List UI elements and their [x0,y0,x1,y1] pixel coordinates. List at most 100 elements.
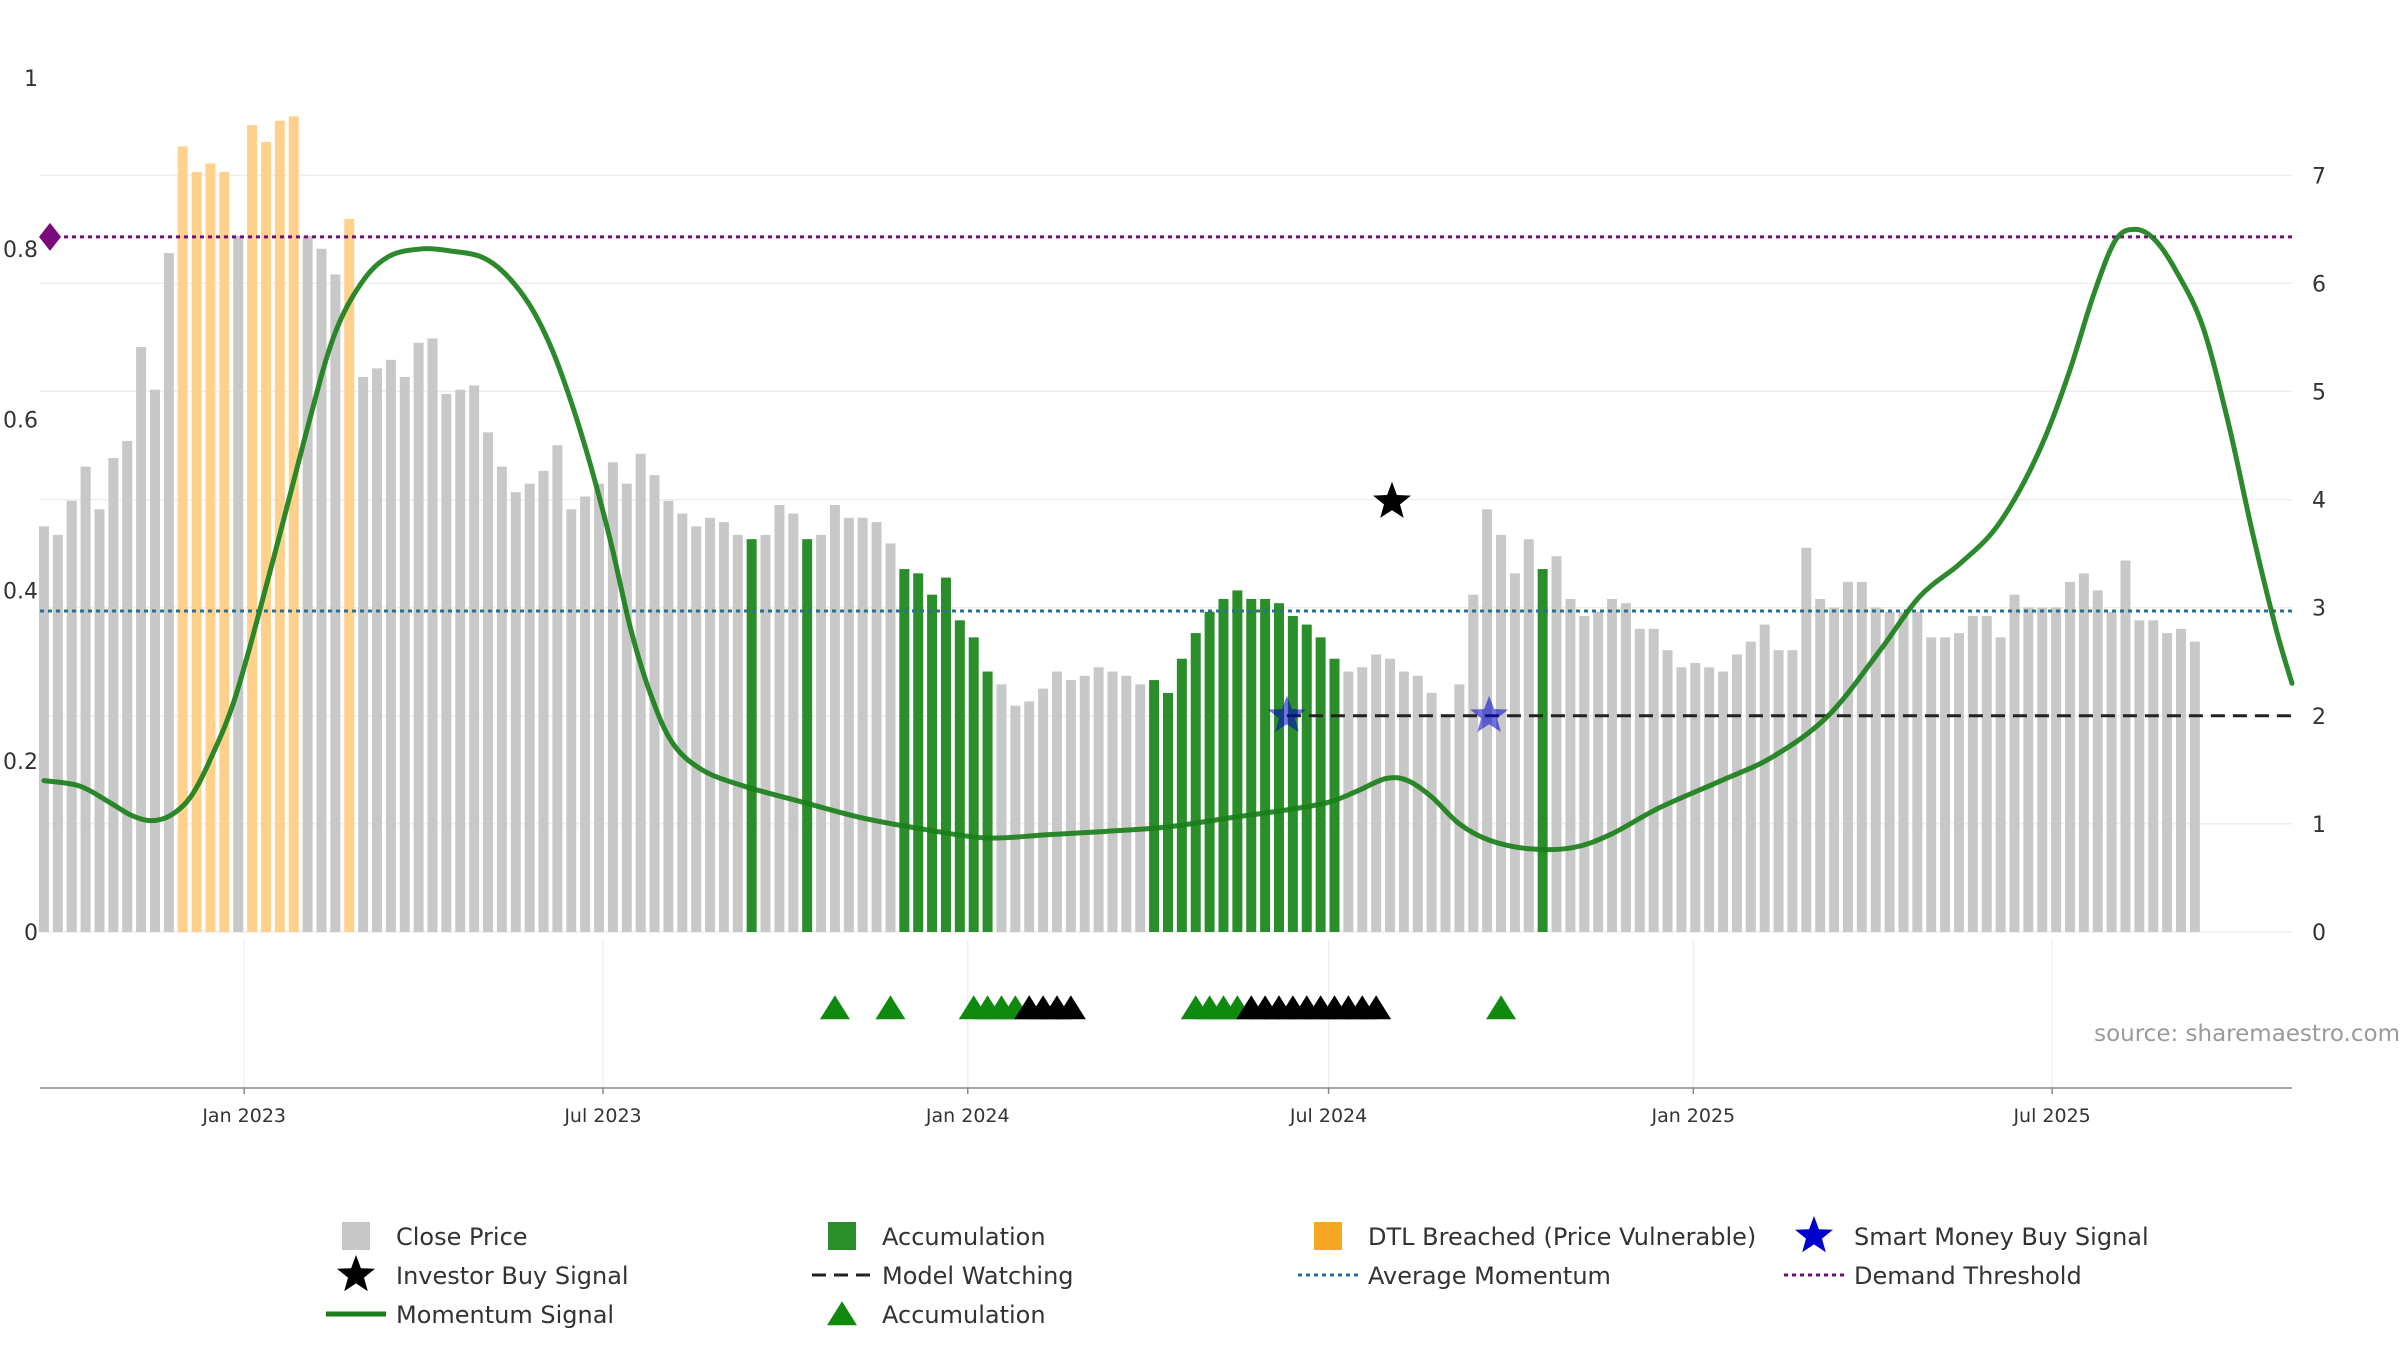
close-price-bar [621,483,632,932]
close-price-bar [455,389,466,933]
y-left-tick-label: 0 [24,921,38,946]
y-right-tick-label: 0 [2312,921,2326,946]
close-price-bar [122,440,133,932]
accumulation-bar [899,569,910,932]
close-price-bar [1079,675,1090,932]
axes: 0 1 2 3 4 5 6 7 0 0.2 0.4 0.6 0.8 1 Jan 2023 Jul 2023 Ja… [3,67,2326,1127]
close-price-bar [1801,547,1812,932]
close-price-bar [1870,607,1881,932]
close-price-bar [732,534,743,932]
legend-star-icon [337,1255,375,1292]
legend-label: Investor Buy Signal [396,1262,629,1290]
close-price-bar [1010,705,1021,932]
close-price-bar [1981,616,1992,932]
close-price-bar [1440,714,1451,932]
close-price-bar [1690,662,1701,932]
watch-triangle [1361,995,1392,1020]
close-price-bar [607,462,618,932]
legend-demand-threshold: Demand Threshold [1784,1262,2082,1290]
legend-investor-buy: Investor Buy Signal [337,1255,629,1292]
close-price-bar [677,513,688,932]
close-price-bar [2175,628,2186,932]
y-left-tick-label: 0.4 [3,579,38,604]
legend-label: Demand Threshold [1854,1262,2082,1290]
y-right-tick-label: 5 [2312,380,2326,405]
close-price-bar [413,342,424,932]
close-price-bar [691,526,702,932]
accumulation-bar [1537,569,1548,932]
close-price-bar [2120,560,2131,932]
demand-threshold-marker [39,222,61,251]
close-price-bar [2064,581,2075,932]
accumulation-bar [746,539,757,932]
accumulation-bar [954,620,965,932]
accumulation-bar [1287,616,1298,932]
close-price-bar [1940,637,1951,932]
close-price-bar [2148,620,2159,932]
accumulation-bar [1204,611,1215,932]
close-price-bar [385,359,396,932]
close-price-bar [566,509,577,932]
y-right-tick-label: 7 [2312,164,2326,189]
close-price-bar [1634,628,1645,932]
y-left-tick-label: 0.8 [3,238,38,263]
accumulation-bar [1315,637,1326,932]
accumulation-bar [940,577,951,932]
x-tick-label: Jan 2023 [201,1105,286,1127]
close-price-bar [2023,607,2034,932]
close-price-bar [1815,598,1826,932]
close-price-bar [1607,598,1618,932]
close-price-bar [149,389,160,933]
close-price-bar [1912,611,1923,932]
close-price-bar [1357,667,1368,932]
close-price-bar [2106,611,2117,932]
x-tick-label: Jul 2025 [2012,1105,2090,1127]
close-price-bar [635,453,646,932]
reference-lines [39,222,2294,718]
close-price-bar [1065,680,1076,932]
accumulation-bar [1329,658,1340,932]
close-price-bar [2134,620,2145,932]
close-price-bar [1107,671,1118,932]
close-price-bar [510,492,521,932]
close-price-bar [372,368,383,932]
investor-buy-signal [1373,481,1411,518]
accumulation-bar [968,637,979,932]
close-price-bar [829,505,840,932]
close-price-bar [1745,641,1756,932]
close-price-bar [1371,654,1382,932]
close-price-bar [594,483,605,932]
legend-label: Average Momentum [1368,1262,1611,1290]
close-price-bar [1496,534,1507,932]
accumulation-bar [913,573,924,932]
close-price-bar [1343,671,1354,932]
legend-accumulation-marker: Accumulation [827,1301,1046,1329]
close-price-bar [233,235,244,933]
close-price-bar [1787,650,1798,932]
close-price-bar [1926,637,1937,932]
close-price-bar [885,543,896,932]
close-price-bar [1051,671,1062,932]
legend-label: Accumulation [882,1223,1046,1251]
accumulation-bar [1232,590,1243,932]
close-price-bar [1135,684,1146,932]
legend-label: Momentum Signal [396,1301,614,1329]
close-price-bar [1579,616,1590,932]
close-price-bar [760,534,771,932]
legend-triangle-icon [827,1301,857,1326]
close-price-bar [427,338,438,933]
legend-star-icon [1795,1216,1833,1253]
close-price-bar [1759,624,1770,932]
close-price-bar [136,347,147,932]
legend-swatch [828,1222,856,1250]
signal-markers [819,481,1517,1020]
x-tick-label: Jul 2024 [1289,1105,1367,1127]
close-price-bar [1829,607,1840,932]
close-price-bar [2162,633,2173,932]
legend-label: Close Price [396,1223,528,1251]
close-price-bar [1731,654,1742,932]
close-price-bar [1898,611,1909,932]
y-right-tick-label: 2 [2312,705,2326,730]
x-tick-label: Jul 2023 [563,1105,641,1127]
close-price-bar [1967,616,1978,932]
